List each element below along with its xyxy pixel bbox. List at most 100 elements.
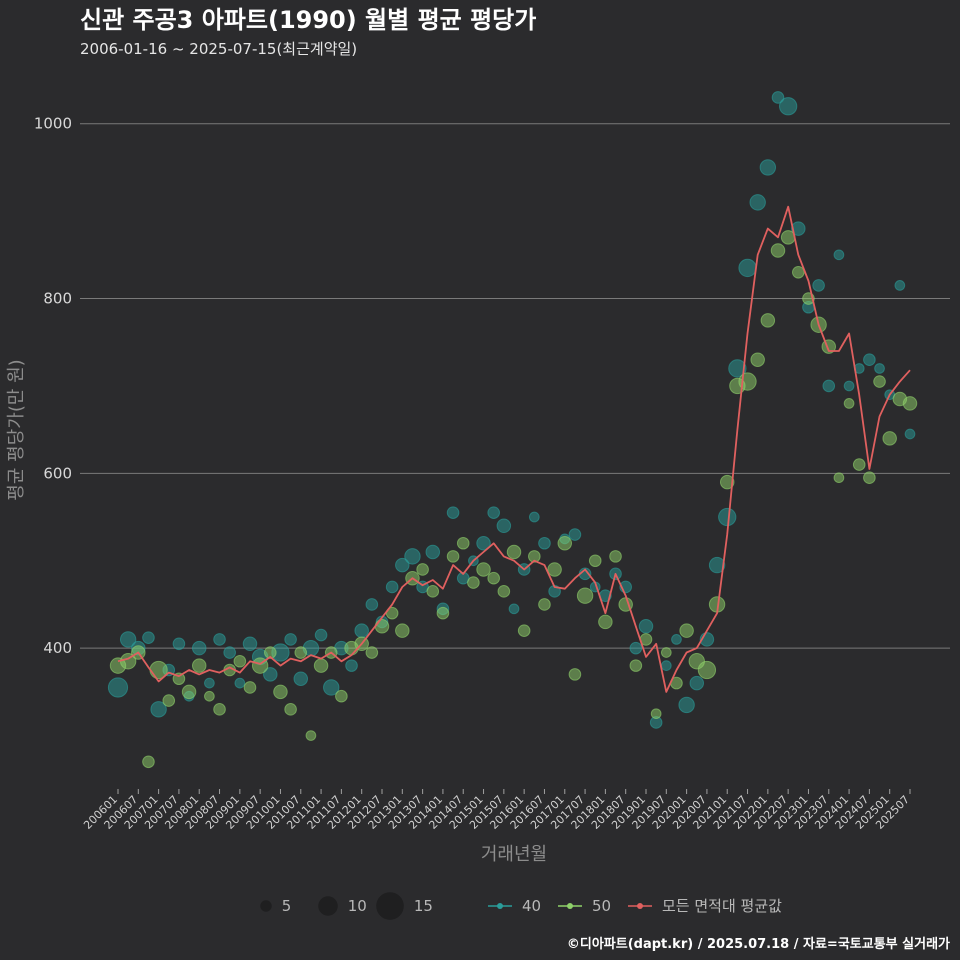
legend-size-15 xyxy=(376,892,404,920)
legend-size-label: 15 xyxy=(414,897,433,915)
data-point-50 xyxy=(273,684,288,700)
data-point-50 xyxy=(233,654,247,668)
legend-key-dot xyxy=(567,903,573,909)
data-point-50 xyxy=(426,585,440,598)
data-point-40 xyxy=(894,280,906,291)
data-point-40 xyxy=(284,633,297,646)
data-point-40 xyxy=(629,641,643,655)
data-point-50 xyxy=(374,619,390,634)
data-point-40 xyxy=(508,603,520,615)
data-point-50 xyxy=(792,265,805,279)
data-point-40 xyxy=(223,646,236,659)
grid-layer xyxy=(80,123,950,649)
y-axis-label: 평균 평당가(만 원) xyxy=(6,359,27,500)
data-point-50 xyxy=(213,703,226,716)
x-axis-ticks: 2006012006072007012007072008012008072009… xyxy=(81,789,912,832)
data-point-50 xyxy=(719,474,735,490)
data-point-50 xyxy=(770,243,786,258)
data-point-50 xyxy=(750,352,765,367)
data-point-50 xyxy=(833,472,845,484)
data-point-40 xyxy=(779,97,798,116)
data-point-50 xyxy=(863,471,876,485)
y-tick-label: 1000 xyxy=(34,115,72,133)
data-point-50 xyxy=(487,571,500,585)
data-point-50 xyxy=(467,576,480,589)
data-point-40 xyxy=(759,159,777,176)
data-point-40 xyxy=(172,637,186,651)
data-point-50 xyxy=(538,598,551,611)
chart-caption: ©디아파트(dapt.kr) / 2025.07.18 / 자료=국토교통부 실… xyxy=(567,936,950,952)
data-point-40 xyxy=(234,677,246,689)
legend-key-dot xyxy=(497,903,503,909)
data-point-40 xyxy=(263,667,278,682)
chart-subtitle: 2006-01-16 ~ 2025-07-15(최근계약일) xyxy=(80,40,357,58)
data-point-50 xyxy=(313,658,329,673)
data-point-40 xyxy=(150,701,167,718)
legend-size-10 xyxy=(318,896,338,916)
data-point-40 xyxy=(833,249,845,261)
data-point-50 xyxy=(395,623,410,638)
data-point-40 xyxy=(771,91,785,104)
data-point-40 xyxy=(213,633,226,646)
data-point-40 xyxy=(107,677,129,698)
data-point-50 xyxy=(557,536,573,551)
chart-title: 신관 주공3 아파트(1990) 월별 평균 평당가 xyxy=(80,6,536,34)
data-point-40 xyxy=(242,636,258,652)
data-point-50 xyxy=(598,614,613,630)
data-point-40 xyxy=(863,353,876,367)
data-point-50 xyxy=(547,562,562,577)
data-point-40 xyxy=(843,380,855,392)
data-point-40 xyxy=(293,671,309,686)
data-point-50 xyxy=(629,659,643,672)
data-point-50 xyxy=(697,660,717,680)
data-point-40 xyxy=(496,518,512,534)
y-tick-label: 600 xyxy=(43,464,72,482)
data-point-40 xyxy=(638,619,654,634)
data-point-40 xyxy=(671,634,682,645)
data-point-50 xyxy=(456,536,470,550)
data-point-40 xyxy=(323,679,340,696)
data-point-40 xyxy=(119,631,137,648)
legend-color-label: 50 xyxy=(592,897,611,915)
data-point-50 xyxy=(204,690,215,702)
data-point-40 xyxy=(791,221,806,236)
data-point-50 xyxy=(243,681,257,694)
data-point-50 xyxy=(650,708,662,720)
data-point-50 xyxy=(882,431,897,446)
points-layer xyxy=(107,91,918,769)
data-point-40 xyxy=(749,194,766,211)
data-point-40 xyxy=(404,548,421,565)
data-point-50 xyxy=(476,562,491,577)
data-point-50 xyxy=(679,623,694,638)
data-point-50 xyxy=(294,646,308,659)
legend-key-dot xyxy=(637,903,643,909)
data-point-40 xyxy=(660,660,672,671)
data-point-40 xyxy=(904,428,916,440)
data-point-40 xyxy=(345,659,358,672)
data-point-40 xyxy=(708,556,726,574)
data-point-50 xyxy=(517,624,531,637)
data-point-50 xyxy=(588,554,602,568)
data-point-50 xyxy=(142,755,155,769)
data-point-50 xyxy=(760,313,776,328)
data-point-40 xyxy=(689,675,705,691)
data-point-40 xyxy=(678,696,695,714)
data-point-50 xyxy=(852,458,866,471)
data-point-40 xyxy=(425,544,441,560)
data-point-40 xyxy=(538,536,551,550)
average-line-layer xyxy=(117,205,911,693)
data-point-50 xyxy=(506,544,522,560)
data-point-40 xyxy=(142,631,155,644)
data-point-50 xyxy=(902,396,918,411)
data-point-50 xyxy=(568,668,582,681)
data-point-50 xyxy=(365,646,379,659)
legend-size-5 xyxy=(260,900,272,912)
x-axis-label: 거래년월 xyxy=(481,844,547,865)
data-point-50 xyxy=(284,703,297,716)
data-point-50 xyxy=(264,646,277,659)
data-point-40 xyxy=(718,507,737,527)
data-point-40 xyxy=(476,536,491,551)
data-point-40 xyxy=(191,640,207,656)
data-point-40 xyxy=(385,580,399,594)
